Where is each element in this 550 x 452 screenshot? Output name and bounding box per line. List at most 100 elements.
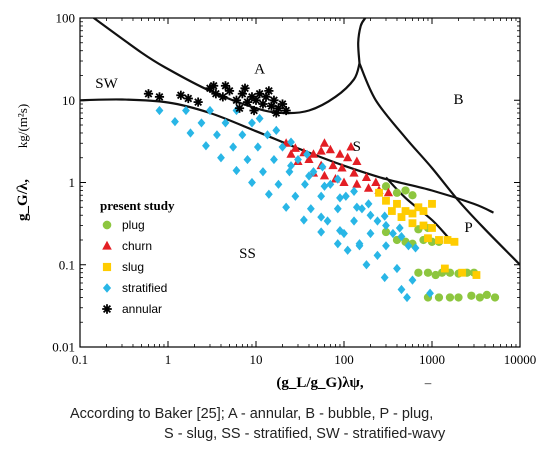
stratified-point xyxy=(309,167,318,177)
slug-point xyxy=(443,236,452,244)
churn-point xyxy=(383,187,394,197)
star-stroke xyxy=(209,81,218,90)
annular-point xyxy=(209,81,219,91)
stratified-point xyxy=(317,191,326,201)
star-stroke xyxy=(218,92,227,101)
stratified-point xyxy=(182,105,190,116)
star-stroke xyxy=(232,96,241,105)
annular-point xyxy=(277,99,288,109)
legend-title: present study xyxy=(100,198,175,213)
series-churn xyxy=(281,138,394,197)
stratified-point xyxy=(303,149,311,159)
stratified-point xyxy=(248,177,256,188)
stratified-point xyxy=(232,165,241,176)
slug-point xyxy=(397,213,406,221)
legend: present study plug churn slug stratified annu… xyxy=(100,198,175,316)
stratified-point xyxy=(317,227,326,237)
y-axis-unit: kg/(m²s) xyxy=(15,104,30,148)
annular-point xyxy=(240,83,250,93)
star-stroke xyxy=(264,86,273,95)
stratified-point xyxy=(305,171,313,181)
star-stroke xyxy=(250,106,258,115)
stratified-point xyxy=(397,284,406,295)
slug-point xyxy=(428,224,436,232)
stratified-point xyxy=(171,117,179,127)
slug-point xyxy=(414,203,423,212)
annular-point xyxy=(143,89,154,99)
stratified-point xyxy=(278,142,287,152)
legend-label-annular: annular xyxy=(122,302,162,316)
stratified-point xyxy=(318,162,327,172)
star-stroke xyxy=(248,92,256,101)
stratified-point xyxy=(397,231,406,242)
stratified-point xyxy=(341,191,350,201)
slug-point xyxy=(440,264,449,273)
annular-point xyxy=(249,105,259,116)
annular-point xyxy=(193,97,203,107)
slug-point xyxy=(408,219,417,228)
star-stroke xyxy=(144,89,153,98)
stratified-point xyxy=(352,202,361,212)
slug-point xyxy=(419,207,428,215)
churn-point xyxy=(361,172,372,181)
star-stroke xyxy=(252,96,260,105)
y-axis-title: g_G/λ, xyxy=(15,179,31,221)
plug-point xyxy=(482,290,491,300)
churn-point xyxy=(319,170,330,180)
y-tick-label: 100 xyxy=(56,11,76,26)
annular-point xyxy=(269,95,279,105)
x-tick-label: 10000 xyxy=(504,352,537,367)
annular-point xyxy=(211,89,221,99)
stratified-point xyxy=(350,216,358,226)
stratified-point xyxy=(248,118,256,128)
stratified-point xyxy=(426,288,434,298)
stratified-point xyxy=(323,216,332,226)
stratified-point xyxy=(320,181,329,191)
legend-marker-annular xyxy=(102,304,112,314)
stratified-point xyxy=(287,161,295,171)
slug-point xyxy=(387,207,396,215)
y-tick-label: 0.01 xyxy=(52,340,75,355)
series-annular xyxy=(143,81,291,118)
stratified-point xyxy=(382,220,390,231)
region-label-sw: SW xyxy=(95,76,118,92)
regime-boundary xyxy=(91,18,361,115)
y-tick-label: 10 xyxy=(62,93,75,108)
stratified-point xyxy=(217,153,225,163)
legend-marker-stratified xyxy=(102,283,112,293)
stratified-point xyxy=(411,243,420,253)
caption-line-2: S - slug, SS - stratified, SW - stratifi… xyxy=(164,426,446,442)
regime-boundary xyxy=(80,98,494,214)
annular-point xyxy=(251,95,261,105)
x-axis-unit: – xyxy=(424,375,432,390)
series-slug xyxy=(375,188,481,279)
slug-point xyxy=(450,237,459,246)
churn-point xyxy=(371,177,381,186)
churn-point xyxy=(308,149,319,158)
churn-point xyxy=(316,146,326,155)
stratified-point xyxy=(333,174,342,184)
annular-point xyxy=(218,92,228,102)
annular-point xyxy=(154,92,165,102)
stratified-point xyxy=(395,223,404,233)
annular-point xyxy=(220,81,231,91)
annular-point xyxy=(271,108,281,118)
stratified-point xyxy=(243,154,252,165)
stratified-point xyxy=(272,125,281,135)
plug-point xyxy=(434,293,444,302)
plug-point xyxy=(475,293,485,302)
annular-point xyxy=(258,99,268,109)
star-stroke xyxy=(155,92,164,101)
plug-point xyxy=(490,293,500,302)
stratified-point xyxy=(333,204,342,214)
stratified-point xyxy=(336,193,344,203)
star-stroke xyxy=(176,91,185,100)
regime-boundary xyxy=(357,18,367,64)
stratified-point xyxy=(238,130,247,140)
stratified-point xyxy=(291,191,300,201)
plug-point xyxy=(392,188,402,197)
x-axis: 0.1 1 10 100 1000 10000 xyxy=(72,18,536,367)
stratified-point xyxy=(326,179,335,189)
star-stroke xyxy=(102,304,112,314)
slug-point xyxy=(419,221,428,230)
